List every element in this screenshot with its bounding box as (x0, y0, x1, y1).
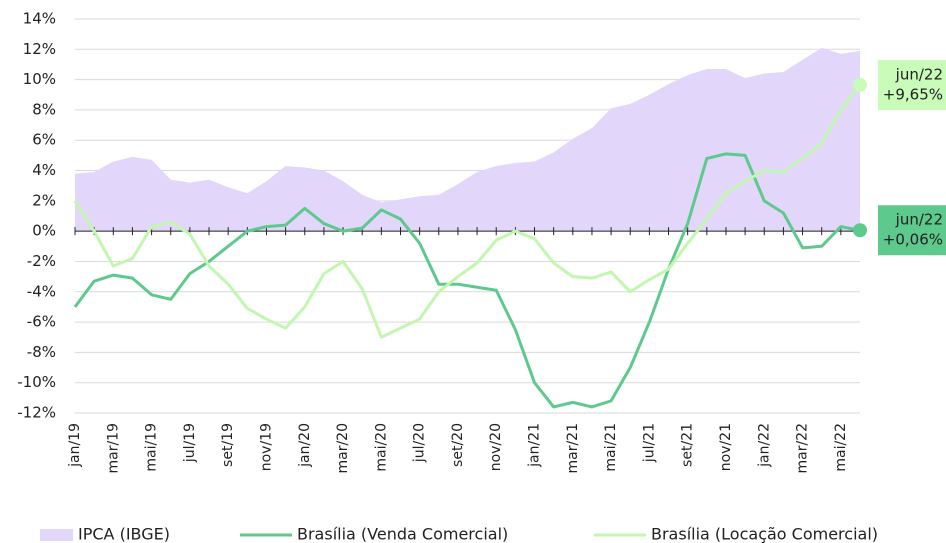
x-tick-label: set/19 (220, 423, 236, 467)
legend-label: Brasília (Venda Comercial) (297, 525, 508, 543)
end-label: jun/22 (895, 211, 943, 229)
x-tick-label: jul/20 (412, 423, 428, 463)
x-tick-label: mar/21 (565, 423, 581, 474)
legend-label: Brasília (Locação Comercial) (651, 525, 878, 543)
y-tick-label: 8% (32, 100, 56, 118)
end-point (853, 77, 867, 92)
x-tick-label: nov/21 (718, 423, 734, 471)
x-tick-label: jul/19 (182, 423, 198, 463)
x-tick-label: mar/22 (795, 423, 811, 474)
end-point (853, 223, 867, 238)
line (73, 84, 862, 339)
y-tick-label: 0% (32, 222, 56, 240)
x-tick-label: mar/20 (335, 423, 351, 474)
x-tick-label: jan/19 (67, 423, 83, 468)
x-tick-label: jan/22 (756, 423, 772, 468)
y-tick-label: -4% (27, 282, 56, 300)
y-tick-label: 2% (32, 191, 56, 209)
end-label-box (878, 205, 946, 256)
y-tick-label: -6% (27, 313, 56, 331)
area (75, 47, 860, 232)
y-tick-label: -2% (27, 252, 56, 270)
y-tick-label: -12% (17, 404, 56, 422)
x-tick-label: jul/21 (641, 423, 657, 463)
y-tick-label: 14% (23, 10, 56, 28)
y-tick-label: 4% (32, 161, 56, 179)
x-tick-label: jan/21 (527, 423, 543, 468)
legend-label: IPCA (IBGE) (78, 525, 170, 543)
x-tick-label: set/20 (450, 423, 466, 467)
y-tick-label: 10% (23, 70, 56, 88)
y-tick-label: 12% (23, 40, 56, 58)
x-tick-label: set/21 (680, 423, 696, 467)
end-label: +0,06% (883, 231, 943, 249)
x-tick-label: mai/20 (373, 423, 389, 472)
end-label: +9,65% (883, 85, 943, 103)
y-tick-label: -8% (27, 343, 56, 361)
x-tick-label: mai/22 (833, 423, 849, 472)
end-label: jun/22 (895, 65, 943, 83)
y-tick-label: -10% (17, 373, 56, 391)
x-tick-label: nov/19 (258, 423, 274, 471)
legend-swatch (40, 529, 73, 541)
x-tick-label: mar/19 (105, 423, 121, 474)
x-tick-label: mai/19 (144, 423, 160, 472)
x-tick-label: jan/20 (297, 423, 313, 468)
y-tick-label: 6% (32, 131, 56, 149)
end-label-box (878, 59, 946, 110)
x-tick-label: mai/21 (603, 423, 619, 472)
x-tick-label: nov/20 (488, 423, 504, 471)
